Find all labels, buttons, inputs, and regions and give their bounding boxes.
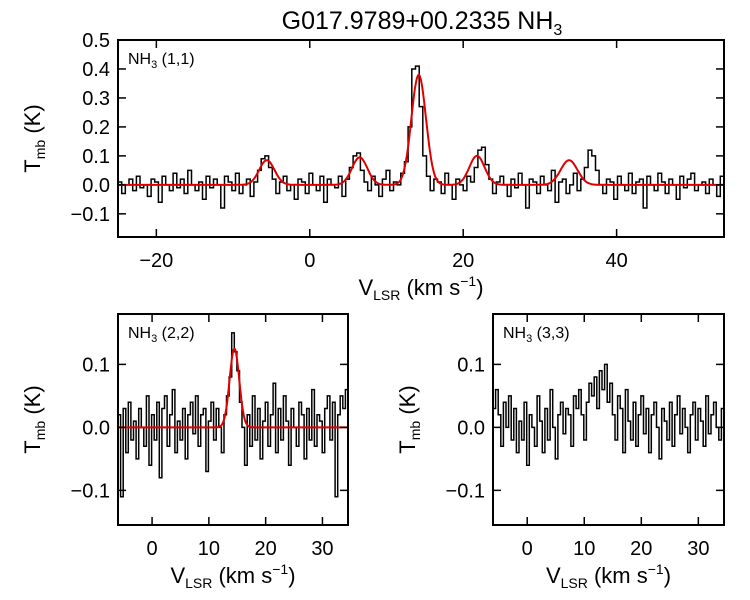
- panel-p22: 0 10 20 30 −0.1 0.0 0.1 NH3 (2,2) VLSR (km s−1) T…: [20, 313, 349, 591]
- plot-frame: [117, 313, 349, 526]
- y-tick-label: 0.1: [82, 354, 110, 376]
- x-tick-label: 20: [255, 538, 277, 560]
- y-tick-label: 0.0: [457, 417, 485, 439]
- y-tick-label: 0.1: [82, 146, 110, 168]
- x-axis-label: VLSR (km s−1): [358, 273, 483, 303]
- plot-frame: [492, 313, 725, 526]
- chart-title: G017.9789+00.2335 NH3: [282, 7, 563, 39]
- gaussian-fit-line: [118, 73, 724, 186]
- y-tick-label: −0.1: [71, 480, 110, 502]
- spectrum-line: [118, 332, 348, 498]
- x-tick-label: 40: [605, 250, 627, 272]
- y-tick-label: 0.0: [82, 417, 110, 439]
- y-axis-label: Tmb (K): [395, 385, 423, 453]
- y-tick-label: 0.5: [82, 30, 110, 52]
- y-tick-label: 0.1: [457, 354, 485, 376]
- y-tick-label: 0.4: [82, 59, 110, 81]
- x-tick-label: 10: [198, 538, 220, 560]
- y-tick-label: 0.0: [82, 175, 110, 197]
- x-axis-label: VLSR (km s−1): [546, 561, 671, 591]
- y-axis-label: Tmb (K): [20, 385, 48, 453]
- y-tick-label: 0.2: [82, 117, 110, 139]
- y-tick-label: 0.3: [82, 88, 110, 110]
- x-tick-label: 30: [687, 538, 709, 560]
- x-tick-label: 0: [522, 538, 533, 560]
- panel-label: NH3 (2,2): [128, 325, 195, 345]
- panel-label: NH3 (1,1): [128, 51, 195, 71]
- x-tick-label: 30: [311, 538, 333, 560]
- x-tick-label: 0: [147, 538, 158, 560]
- x-tick-label: 20: [452, 250, 474, 272]
- x-axis-label: VLSR (km s−1): [170, 561, 295, 591]
- x-tick-label: 10: [573, 538, 595, 560]
- x-tick-label: −20: [139, 250, 173, 272]
- spectrum-line: [118, 65, 724, 209]
- panel-p11: −20 0 20 40 −0.1 0.0 0.1 0.2 0.3 0.4 0.5 NH3 (1,1) V…: [20, 30, 725, 303]
- spectrum-line: [493, 363, 724, 466]
- plot-frame: [117, 39, 725, 238]
- panel-p33: 0 10 20 30 −0.1 0.0 0.1 NH3 (3,3) VLSR (km s−1) T…: [395, 313, 725, 591]
- y-tick-label: −0.1: [446, 480, 485, 502]
- x-tick-label: 0: [304, 250, 315, 272]
- panel-label: NH3 (3,3): [503, 325, 570, 345]
- gaussian-fit-line: [118, 347, 348, 429]
- y-axis-label: Tmb (K): [20, 104, 48, 172]
- y-tick-label: −0.1: [71, 204, 110, 226]
- x-tick-label: 20: [630, 538, 652, 560]
